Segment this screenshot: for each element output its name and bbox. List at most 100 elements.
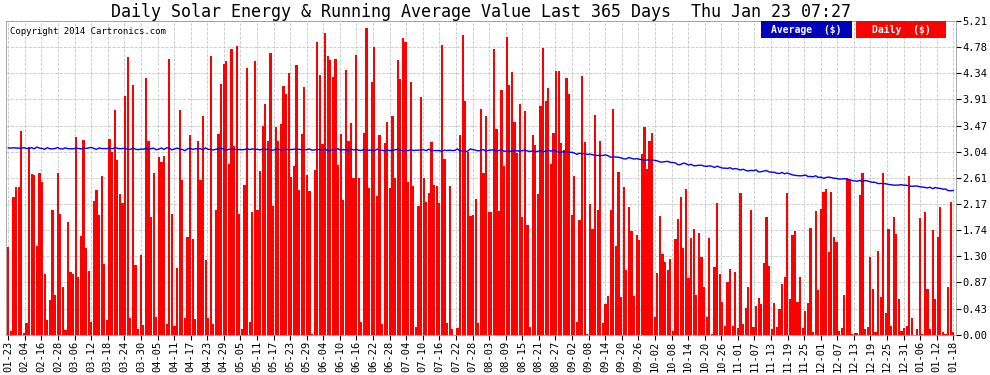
Bar (937, 237, 939, 335)
Bar (15, 187, 17, 335)
Bar (882, 173, 884, 335)
Bar (570, 214, 573, 335)
Bar (537, 194, 539, 335)
Bar (742, 324, 744, 335)
Bar (322, 144, 324, 335)
Bar (98, 215, 100, 335)
Bar (145, 78, 147, 335)
Bar (935, 299, 937, 335)
Bar (140, 255, 142, 335)
Bar (485, 116, 487, 335)
Bar (111, 153, 113, 335)
Bar (444, 159, 446, 335)
Bar (682, 248, 684, 335)
Bar (641, 154, 643, 335)
Bar (752, 327, 754, 335)
Bar (864, 329, 866, 335)
Bar (124, 96, 126, 335)
Bar (664, 262, 666, 335)
Bar (952, 332, 954, 335)
Bar (804, 310, 807, 335)
Bar (210, 56, 212, 335)
Bar (916, 328, 918, 335)
Bar (448, 186, 450, 335)
Bar (807, 303, 809, 335)
Bar (770, 328, 773, 335)
Bar (898, 299, 900, 335)
Bar (178, 110, 181, 335)
Bar (666, 270, 669, 335)
Bar (760, 304, 762, 335)
Bar (597, 210, 599, 335)
Bar (451, 328, 453, 335)
Bar (345, 70, 346, 335)
Bar (215, 210, 217, 335)
Bar (248, 322, 250, 335)
Bar (439, 203, 441, 335)
Bar (711, 334, 713, 335)
Bar (423, 178, 425, 335)
Bar (148, 141, 149, 335)
Bar (848, 180, 850, 335)
Bar (659, 216, 661, 335)
Bar (189, 135, 191, 335)
Bar (799, 277, 801, 335)
Bar (152, 173, 154, 335)
Bar (949, 202, 951, 335)
Bar (220, 84, 223, 335)
Bar (828, 252, 830, 335)
Bar (236, 46, 238, 335)
Bar (576, 322, 578, 335)
Bar (480, 109, 482, 335)
Bar (349, 123, 352, 335)
Bar (176, 268, 178, 335)
Bar (639, 240, 641, 335)
Text: Copyright 2014 Cartronics.com: Copyright 2014 Cartronics.com (11, 27, 166, 36)
Bar (547, 88, 549, 335)
Bar (90, 322, 92, 335)
Bar (947, 288, 949, 335)
Bar (645, 169, 648, 335)
Bar (719, 274, 721, 335)
Bar (557, 71, 559, 335)
Bar (810, 228, 812, 335)
Bar (535, 144, 537, 335)
Bar (80, 236, 82, 335)
Bar (656, 273, 658, 335)
Bar (327, 56, 329, 335)
Bar (109, 139, 111, 335)
Bar (298, 190, 300, 335)
Bar (282, 87, 284, 335)
Bar (885, 314, 887, 335)
Bar (552, 133, 554, 335)
Bar (890, 326, 892, 335)
Bar (773, 303, 775, 335)
Bar (301, 135, 303, 335)
Bar (397, 60, 399, 335)
Bar (464, 101, 466, 335)
Bar (908, 176, 911, 335)
Bar (256, 210, 258, 335)
Bar (687, 278, 690, 335)
Bar (295, 65, 298, 335)
Bar (549, 164, 552, 335)
Bar (648, 141, 650, 335)
Bar (506, 36, 508, 335)
Bar (287, 73, 290, 335)
Bar (394, 178, 396, 335)
Title: Daily Solar Energy & Running Average Value Last 365 Days  Thu Jan 23 07:27: Daily Solar Energy & Running Average Val… (111, 3, 850, 21)
Bar (703, 287, 705, 335)
Bar (874, 332, 876, 335)
Bar (594, 116, 596, 335)
Bar (228, 164, 230, 335)
Bar (186, 237, 188, 335)
Bar (33, 175, 36, 335)
Bar (669, 260, 671, 335)
Bar (247, 68, 248, 335)
Bar (456, 328, 458, 335)
Bar (116, 160, 119, 335)
Bar (72, 274, 74, 335)
Bar (778, 309, 780, 335)
Bar (610, 210, 612, 335)
Bar (940, 207, 941, 335)
